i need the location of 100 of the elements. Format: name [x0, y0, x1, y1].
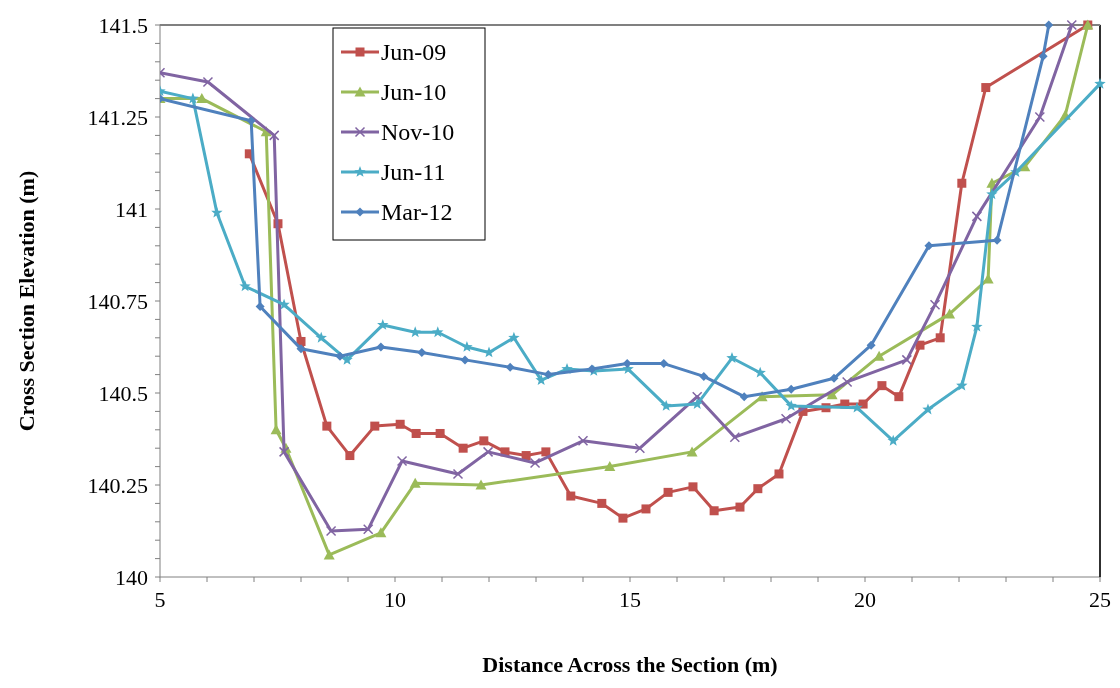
point: [957, 178, 967, 188]
point: [971, 211, 983, 222]
y-tick-label: 140.25: [87, 472, 148, 498]
point: [858, 399, 868, 409]
point: [754, 366, 766, 378]
point: [460, 355, 470, 365]
point: [735, 502, 745, 512]
y-tick-label: 140.75: [87, 288, 148, 314]
point: [211, 206, 223, 218]
point: [841, 376, 853, 388]
point: [458, 443, 468, 453]
point: [508, 331, 520, 343]
point: [729, 431, 741, 443]
point: [268, 130, 280, 141]
point: [375, 527, 387, 538]
x-tick-label: 25: [1089, 587, 1111, 612]
point: [1038, 51, 1048, 61]
y-axis-title: Cross Section Elevation (m): [14, 170, 39, 432]
x-tick-label: 10: [384, 587, 406, 612]
point: [461, 341, 473, 352]
x-tick-label: 5: [154, 587, 166, 612]
point: [1066, 19, 1078, 31]
point: [296, 344, 306, 354]
point: [1094, 77, 1106, 89]
point: [780, 413, 792, 425]
point: [395, 419, 405, 429]
point: [597, 498, 607, 508]
point: [956, 379, 968, 391]
point: [521, 451, 531, 461]
x-tick-label: 15: [619, 587, 641, 612]
legend-label: Jun-09: [381, 39, 447, 66]
point: [452, 468, 464, 480]
point: [187, 92, 199, 104]
y-tick-label: 140.5: [98, 380, 148, 406]
point: [660, 399, 672, 411]
point: [202, 76, 214, 88]
point: [411, 428, 421, 438]
point: [296, 336, 306, 346]
point: [1044, 20, 1054, 30]
point: [566, 491, 576, 501]
point: [475, 479, 487, 490]
point: [604, 461, 616, 472]
point: [529, 457, 541, 469]
point: [851, 401, 863, 413]
point: [322, 421, 332, 431]
point: [315, 331, 327, 343]
point: [894, 392, 904, 402]
point: [634, 442, 646, 454]
point: [417, 348, 427, 358]
point: [726, 352, 738, 363]
point: [196, 93, 208, 104]
point: [901, 354, 913, 366]
point: [699, 371, 709, 381]
point: [981, 83, 991, 93]
point: [785, 399, 797, 411]
point: [774, 469, 784, 479]
point: [335, 351, 345, 361]
point: [377, 318, 389, 330]
x-axis-title: Distance Across the Section (m): [482, 652, 778, 677]
point: [239, 280, 251, 292]
point: [1034, 111, 1046, 123]
y-tick-label: 141.25: [87, 104, 148, 130]
point: [376, 342, 386, 352]
point: [479, 436, 489, 446]
y-tick-label: 141: [115, 196, 148, 222]
point: [482, 446, 494, 458]
point: [435, 428, 445, 438]
point: [986, 188, 998, 200]
point: [325, 525, 337, 537]
point: [505, 362, 515, 372]
point: [323, 549, 335, 560]
legend-label: Jun-10: [381, 79, 447, 106]
point: [877, 381, 887, 391]
point: [370, 421, 380, 431]
point: [396, 455, 408, 467]
point: [866, 340, 876, 350]
point: [753, 484, 763, 494]
point: [929, 299, 941, 310]
point: [535, 374, 547, 385]
legend-label: Jun-11: [381, 159, 446, 186]
point: [618, 513, 628, 523]
point: [691, 398, 703, 409]
legend-label: Mar-12: [381, 199, 453, 226]
point: [935, 333, 945, 343]
point: [577, 435, 589, 447]
x-tick-label: 20: [854, 587, 876, 612]
point: [688, 482, 698, 492]
point: [641, 504, 651, 514]
point: [255, 302, 265, 312]
y-tick-label: 141.5: [98, 12, 148, 38]
point: [409, 477, 421, 488]
point: [543, 370, 553, 380]
y-tick-label: 140: [115, 564, 148, 590]
point: [663, 487, 673, 497]
point: [362, 523, 374, 535]
point: [829, 373, 839, 383]
point: [739, 392, 749, 402]
point: [432, 326, 444, 338]
point: [345, 451, 355, 461]
legend-label: Nov-10: [381, 119, 455, 146]
